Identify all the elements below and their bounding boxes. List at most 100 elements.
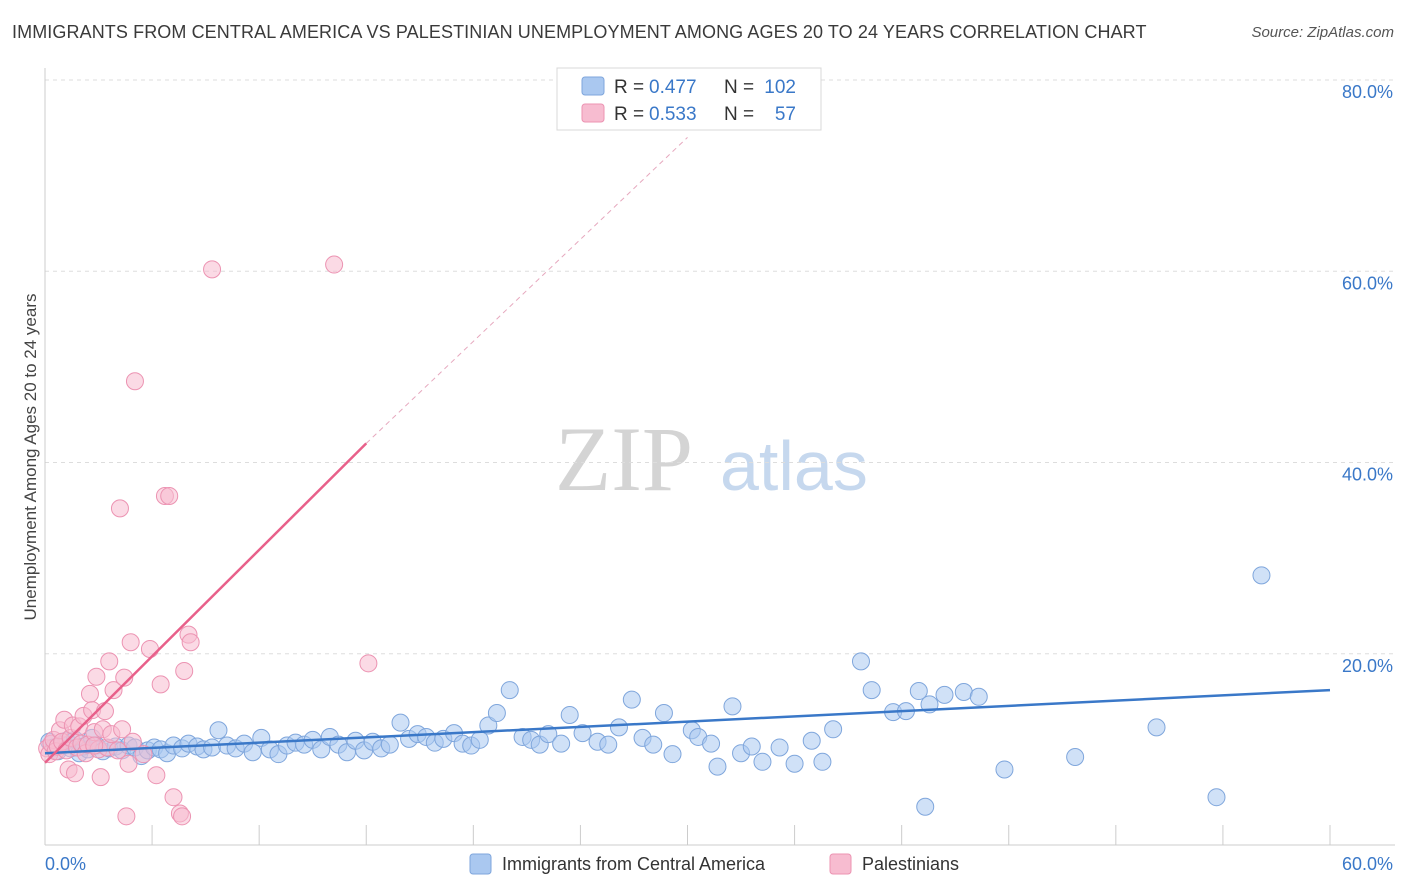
data-point-central-america (723, 697, 742, 716)
y-tick-labels: 20.0% 40.0% 60.0% 80.0% (1342, 82, 1393, 676)
data-point-palestinians (91, 768, 110, 787)
y-axis-label: Unemployment Among Ages 20 to 24 years (21, 294, 40, 621)
series-palestinians-points (38, 255, 378, 826)
bottom-legend-swatch-pink (829, 853, 852, 875)
data-point-palestinians (134, 745, 153, 764)
data-point-palestinians (181, 633, 200, 652)
data-point-palestinians (80, 684, 99, 703)
legend-box: R = 0.477 N = 102 R = 0.533 N = 57 (556, 67, 822, 131)
data-point-central-america (1207, 788, 1226, 807)
data-point-palestinians (113, 720, 132, 739)
bottom-legend-swatch-blue (469, 853, 492, 875)
data-point-palestinians (164, 788, 183, 807)
data-point-central-america (935, 685, 954, 704)
data-point-central-america (500, 681, 519, 700)
data-point-central-america (909, 682, 928, 701)
data-point-central-america (560, 705, 579, 724)
trend-lines (44, 137, 1331, 764)
data-point-palestinians (147, 766, 166, 785)
data-point-palestinians (115, 668, 134, 687)
bottom-legend-label-blue: Immigrants from Central America (502, 854, 766, 874)
data-point-central-america (813, 752, 832, 771)
y-tick-label: 40.0% (1342, 465, 1393, 485)
trend-line-palestinians (44, 442, 368, 764)
data-point-central-america (708, 757, 727, 776)
data-point-central-america (644, 735, 663, 754)
watermark-atlas: atlas (720, 427, 868, 505)
data-point-palestinians (65, 764, 84, 783)
data-point-central-america (916, 797, 935, 816)
data-point-central-america (995, 760, 1014, 779)
bottom-legend-label-pink: Palestinians (862, 854, 959, 874)
data-point-central-america (380, 735, 399, 754)
data-point-central-america (599, 735, 618, 754)
data-point-central-america (552, 734, 571, 753)
data-point-central-america (969, 687, 988, 706)
data-point-central-america (1252, 566, 1271, 585)
grid-lines (45, 79, 1395, 655)
data-point-central-america (391, 713, 410, 732)
series-central-america-points (40, 566, 1271, 816)
data-point-central-america (862, 681, 881, 700)
data-point-central-america (851, 652, 870, 671)
chart-source: Source: ZipAtlas.com (1251, 24, 1394, 41)
axes (44, 68, 1395, 846)
bottom-legend: Immigrants from Central America Palestin… (469, 853, 959, 875)
data-point-palestinians (125, 372, 144, 391)
data-point-central-america (702, 734, 721, 753)
data-point-central-america (770, 738, 789, 757)
x-tick-label-min: 0.0% (45, 854, 86, 874)
y-tick-label: 80.0% (1342, 82, 1393, 102)
legend-r-value-1: 0.477 (649, 77, 697, 98)
legend-n-value-2: 57 (775, 104, 796, 125)
data-point-central-america (609, 718, 628, 737)
data-point-central-america (663, 745, 682, 764)
data-point-central-america (1066, 748, 1085, 767)
data-point-palestinians (151, 675, 170, 694)
x-tick-label-max: 60.0% (1342, 854, 1393, 874)
data-point-central-america (1147, 718, 1166, 737)
watermark-zip: ZIP (555, 408, 693, 510)
data-point-central-america (622, 690, 641, 709)
data-point-palestinians (173, 807, 192, 826)
data-point-central-america (742, 737, 761, 756)
data-point-central-america (954, 683, 973, 701)
data-point-palestinians (123, 732, 142, 751)
data-point-palestinians (87, 667, 106, 686)
legend-n-label-2: N = (724, 104, 754, 125)
legend-r-value-2: 0.533 (649, 104, 697, 125)
data-point-palestinians (95, 702, 114, 721)
data-point-palestinians (140, 639, 159, 658)
data-point-central-america (487, 704, 506, 723)
data-point-palestinians (160, 486, 179, 505)
data-point-palestinians (359, 654, 378, 673)
legend-swatch-pink (581, 103, 605, 123)
trend-line-palestinians-extrapolated (365, 137, 688, 444)
legend-n-label-1: N = (724, 77, 754, 98)
data-point-central-america (802, 731, 821, 750)
chart-title: IMMIGRANTS FROM CENTRAL AMERICA VS PALES… (12, 22, 1147, 42)
legend-r-label-2: R = (614, 104, 644, 125)
legend-n-value-1: 102 (764, 77, 796, 98)
data-point-central-america (479, 716, 498, 735)
trend-line-central-america (44, 688, 1331, 755)
data-point-central-america (209, 721, 228, 740)
y-tick-label: 20.0% (1342, 656, 1393, 676)
data-point-central-america (753, 752, 772, 771)
data-point-palestinians (175, 661, 194, 680)
data-point-central-america (785, 754, 804, 773)
legend-swatch-blue (581, 76, 605, 96)
data-point-palestinians (100, 652, 119, 671)
data-point-central-america (573, 724, 592, 743)
data-point-palestinians (110, 499, 129, 518)
y-tick-label: 60.0% (1342, 273, 1393, 293)
data-point-palestinians (121, 633, 140, 652)
data-point-palestinians (325, 255, 344, 274)
data-point-central-america (654, 704, 673, 723)
legend-r-label-1: R = (614, 77, 644, 98)
data-point-palestinians (117, 807, 136, 826)
data-point-central-america (824, 720, 843, 739)
x-ticks (44, 825, 1331, 845)
data-point-palestinians (203, 260, 222, 279)
